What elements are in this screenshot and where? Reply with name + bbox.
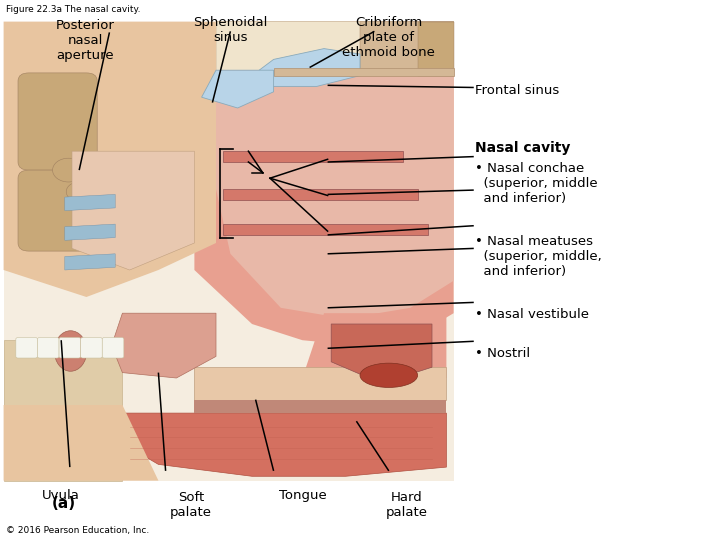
FancyBboxPatch shape xyxy=(81,338,102,358)
Circle shape xyxy=(53,158,84,182)
Polygon shape xyxy=(223,189,418,200)
Text: • Nostril: • Nostril xyxy=(475,347,531,360)
Text: • Nasal meatuses
  (superior, middle,
  and inferior): • Nasal meatuses (superior, middle, and … xyxy=(475,235,602,278)
FancyBboxPatch shape xyxy=(18,73,97,170)
FancyBboxPatch shape xyxy=(18,170,90,251)
Text: Tongue: Tongue xyxy=(279,489,326,502)
FancyBboxPatch shape xyxy=(37,338,59,358)
Polygon shape xyxy=(4,22,216,297)
Ellipse shape xyxy=(55,330,87,372)
Text: Posterior
nasal
aperture: Posterior nasal aperture xyxy=(55,19,114,62)
Polygon shape xyxy=(4,22,454,481)
Polygon shape xyxy=(216,22,454,92)
Polygon shape xyxy=(108,413,446,476)
Text: © 2016 Pearson Education, Inc.: © 2016 Pearson Education, Inc. xyxy=(6,526,149,536)
Polygon shape xyxy=(65,194,115,211)
Polygon shape xyxy=(72,151,194,270)
FancyBboxPatch shape xyxy=(102,338,124,358)
Polygon shape xyxy=(216,76,454,319)
Text: Soft
palate: Soft palate xyxy=(170,491,212,519)
Polygon shape xyxy=(274,68,454,76)
FancyBboxPatch shape xyxy=(16,338,37,358)
Polygon shape xyxy=(360,22,454,86)
Polygon shape xyxy=(194,367,446,400)
Ellipse shape xyxy=(360,363,418,388)
Polygon shape xyxy=(65,254,115,270)
Polygon shape xyxy=(259,49,360,86)
Polygon shape xyxy=(302,313,446,400)
Polygon shape xyxy=(4,405,158,481)
Polygon shape xyxy=(4,340,122,481)
Text: Nasal cavity: Nasal cavity xyxy=(475,141,570,156)
Polygon shape xyxy=(418,22,454,76)
FancyBboxPatch shape xyxy=(59,338,81,358)
Polygon shape xyxy=(194,70,454,346)
Polygon shape xyxy=(194,400,446,413)
Text: Figure 22.3a The nasal cavity.: Figure 22.3a The nasal cavity. xyxy=(6,5,140,15)
Text: Uvula: Uvula xyxy=(42,489,80,502)
Text: Cribriform
plate of
ethmoid bone: Cribriform plate of ethmoid bone xyxy=(343,16,435,59)
Text: Hard
palate: Hard palate xyxy=(386,491,428,519)
Polygon shape xyxy=(223,151,403,162)
Circle shape xyxy=(66,182,92,201)
Polygon shape xyxy=(331,324,432,383)
Text: Frontal sinus: Frontal sinus xyxy=(475,84,559,97)
Text: (a): (a) xyxy=(52,496,76,511)
Text: Sphenoidal
sinus: Sphenoidal sinus xyxy=(193,16,268,44)
Polygon shape xyxy=(202,70,274,108)
Text: • Nasal vestibule: • Nasal vestibule xyxy=(475,308,589,321)
Polygon shape xyxy=(112,313,216,378)
Polygon shape xyxy=(223,224,428,235)
Text: • Nasal conchae
  (superior, middle
  and inferior): • Nasal conchae (superior, middle and in… xyxy=(475,162,598,205)
Polygon shape xyxy=(65,224,115,240)
